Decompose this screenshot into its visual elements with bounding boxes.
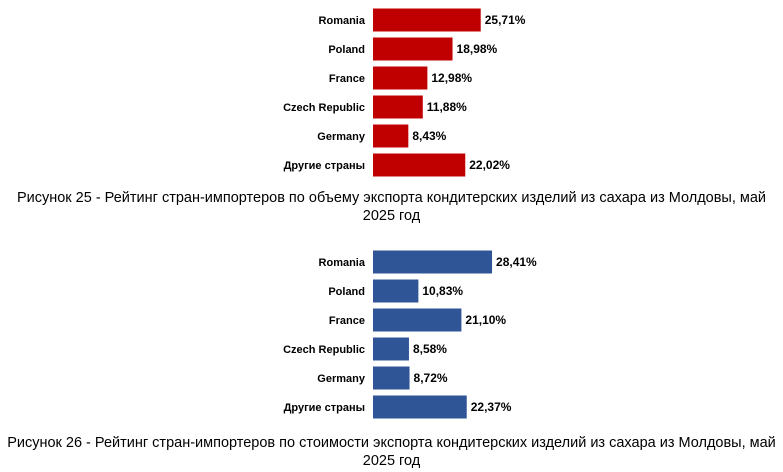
bar-другие-страны (373, 395, 467, 419)
value-label: 22,37% (471, 400, 512, 414)
value-label: 22,02% (469, 158, 510, 172)
category-label: Poland (328, 286, 365, 298)
value-label: 25,71% (485, 13, 526, 27)
chart-export-value-caption: Рисунок 26 - Рейтинг стран-импортеров по… (7, 435, 776, 469)
chart-export-volume: Romania 25,71% Poland 18,98% France 12,98% Cze… (0, 0, 783, 180)
category-label: Другие страны (284, 402, 365, 414)
bar-germany (373, 366, 410, 390)
category-label: France (329, 73, 365, 85)
bar-france (373, 308, 462, 332)
value-label: 8,58% (413, 342, 447, 356)
category-label: Czech Republic (283, 102, 365, 114)
value-label: 10,83% (422, 284, 463, 298)
value-label: 18,98% (457, 42, 498, 56)
bar-другие-страны (373, 153, 466, 177)
category-label: Romania (319, 257, 366, 269)
bar-poland (373, 279, 419, 303)
bar-czech-republic (373, 95, 423, 119)
bar-czech-republic (373, 337, 409, 361)
chart-export-volume-caption: Рисунок 25 - Рейтинг стран-импортеров по… (16, 190, 767, 224)
category-label: Другие страны (284, 160, 365, 172)
category-label: Czech Republic (283, 344, 365, 356)
bar-france (373, 66, 428, 90)
value-label: 8,43% (412, 129, 446, 143)
bar-poland (373, 37, 453, 61)
category-label: Romania (319, 15, 366, 27)
chart-export-volume-plot: Romania 25,71% Poland 18,98% France 12,98% Cze… (283, 8, 526, 177)
category-label: France (329, 315, 365, 327)
value-label: 28,41% (496, 255, 537, 269)
category-label: Poland (328, 44, 365, 56)
value-label: 11,88% (427, 100, 467, 114)
category-label: Germany (317, 373, 366, 385)
category-label: Germany (317, 131, 366, 143)
chart-export-value: Romania 28,41% Poland 10,83% France 21,10% Cze… (0, 245, 783, 425)
bar-romania (373, 250, 493, 274)
bar-germany (373, 124, 409, 148)
value-label: 12,98% (431, 71, 472, 85)
chart-export-value-plot: Romania 28,41% Poland 10,83% France 21,10% Cze… (283, 250, 537, 419)
value-label: 8,72% (414, 371, 448, 385)
value-label: 21,10% (465, 313, 506, 327)
bar-romania (373, 8, 481, 32)
